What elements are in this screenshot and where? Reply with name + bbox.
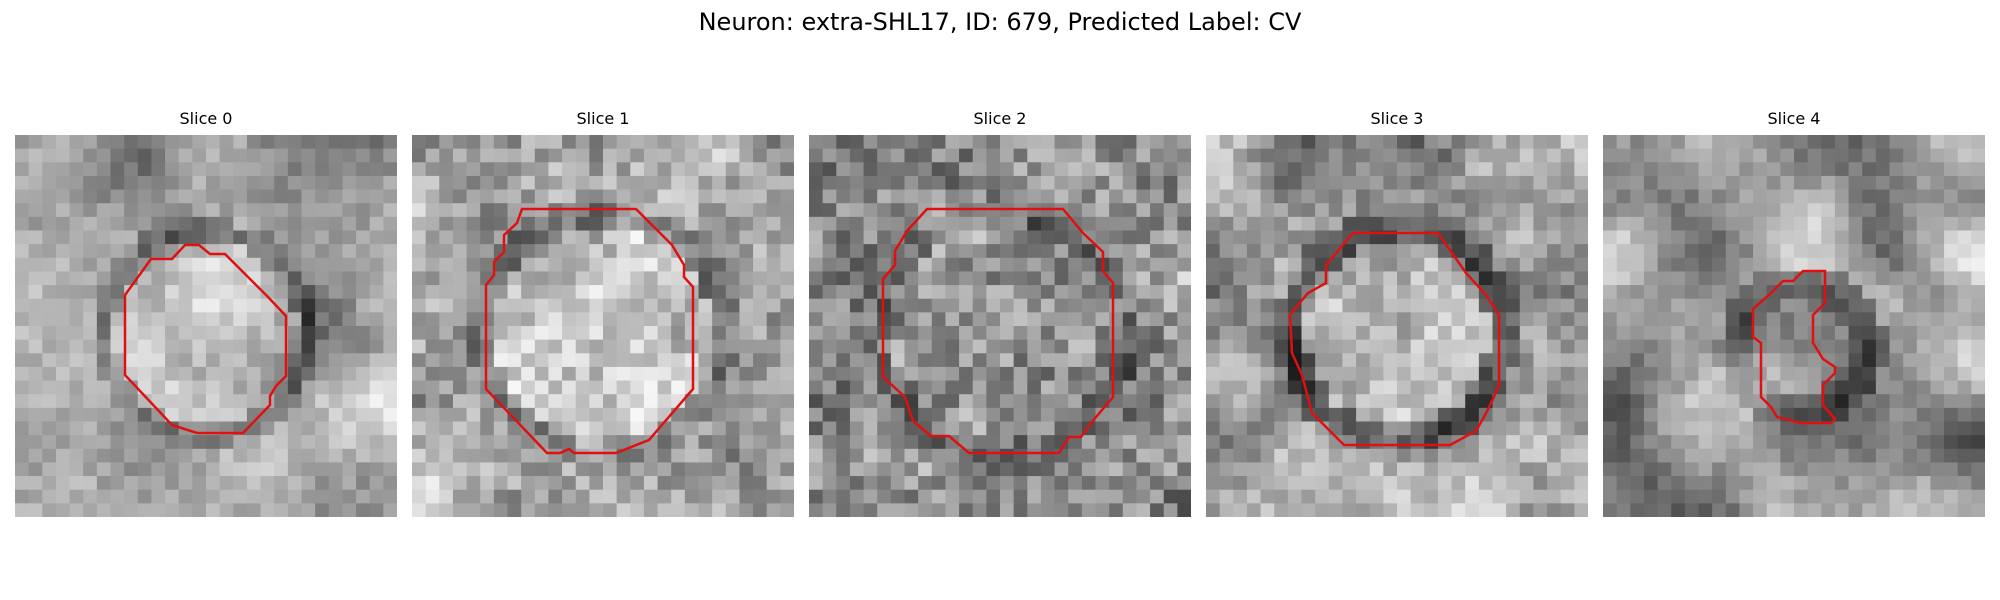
panel-title-slice-4: Slice 4 bbox=[1767, 109, 1821, 128]
panel-title-slice-0: Slice 0 bbox=[179, 109, 233, 128]
grayscale-image bbox=[15, 135, 397, 517]
roi-outline bbox=[123, 243, 288, 435]
grayscale-image bbox=[412, 135, 794, 517]
slice-image-3 bbox=[1206, 135, 1588, 517]
grayscale-image bbox=[1603, 135, 1985, 517]
roi-outline bbox=[484, 207, 695, 455]
panel-title-slice-1: Slice 1 bbox=[576, 109, 630, 128]
panel-title-slice-3: Slice 3 bbox=[1370, 109, 1424, 128]
slice-image-1 bbox=[412, 135, 794, 517]
roi-outline bbox=[881, 207, 1115, 455]
roi-outline bbox=[1288, 231, 1501, 447]
slice-image-2 bbox=[809, 135, 1191, 517]
panel-title-slice-2: Slice 2 bbox=[973, 109, 1027, 128]
grayscale-image bbox=[1206, 135, 1588, 517]
figure-title: Neuron: extra-SHL17, ID: 679, Predicted … bbox=[698, 8, 1302, 36]
slice-image-4 bbox=[1603, 135, 1985, 517]
roi-outline bbox=[1751, 269, 1837, 425]
grayscale-image bbox=[809, 135, 1191, 517]
slice-image-0 bbox=[15, 135, 397, 517]
